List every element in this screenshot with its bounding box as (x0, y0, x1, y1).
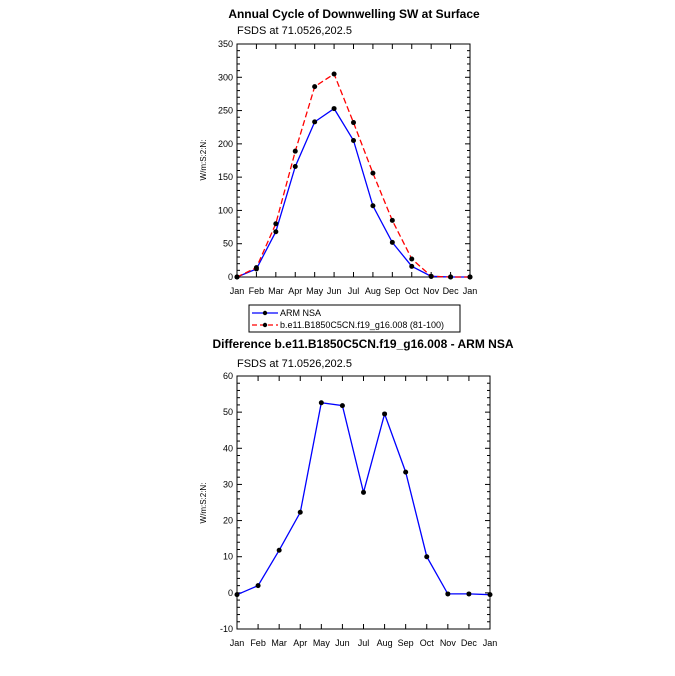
x-tick-label: Apr (293, 638, 307, 648)
y-axis-label: W/m:S:2:N: (199, 483, 208, 524)
x-tick-label: Jan (230, 286, 245, 296)
data-point-b-e11-b1850c5cn-f19-g16-008-81-100 (253, 265, 259, 271)
data-point-difference (276, 547, 282, 553)
data-point-b-e11-b1850c5cn-f19-g16-008-81-100 (351, 120, 356, 126)
data-point-difference (318, 400, 324, 406)
x-tick-label: Jun (327, 286, 342, 296)
data-point-b-e11-b1850c5cn-f19-g16-008-81-100 (370, 170, 376, 176)
data-point-difference (487, 592, 493, 598)
x-tick-label: May (313, 638, 331, 648)
series-line-arm-nsa (236, 107, 470, 278)
y-tick-label: -10 (220, 624, 233, 634)
y-tick-label: 60 (223, 371, 233, 381)
data-point-difference (297, 509, 303, 515)
x-tick-label: Jul (348, 286, 360, 296)
x-tick-label: Jan (483, 638, 498, 648)
y-tick-label: 100 (218, 205, 233, 215)
legend-label-model: b.e11.B1850C5CN.f19_g16.008 (81-100) (280, 320, 444, 330)
data-point-difference (382, 411, 388, 417)
data-point-b-e11-b1850c5cn-f19-g16-008-81-100 (467, 274, 473, 280)
data-point-b-e11-b1850c5cn-f19-g16-008-81-100 (292, 148, 298, 154)
y-tick-label: 300 (218, 72, 233, 82)
x-tick-label: Sep (384, 286, 400, 296)
x-tick-label: Oct (405, 286, 420, 296)
y-tick-label: 0 (228, 588, 233, 598)
data-point-arm-nsa (409, 263, 415, 269)
y-tick-label: 150 (218, 172, 233, 182)
y-tick-label: 250 (218, 106, 233, 116)
plot-area-top: 0 50 100 150 200 250 300 350 Jan Feb Mar Apr May Jun J… (218, 39, 477, 296)
y-tick-label: 40 (223, 443, 233, 453)
annual-cycle-chart: Annual Cycle of Downwelling SW at Surfac… (199, 7, 480, 333)
x-tick-label: Aug (377, 638, 393, 648)
x-tick-label: Oct (420, 638, 435, 648)
y-tick-label: 0 (228, 272, 233, 282)
data-point-difference (466, 591, 472, 597)
legend-label-arm: ARM NSA (280, 308, 321, 318)
x-tick-label: Nov (423, 286, 440, 296)
y-tick-label: 50 (223, 239, 233, 249)
data-point-difference (339, 403, 345, 409)
x-tick-label: Dec (443, 286, 460, 296)
y-tick-label: 50 (223, 407, 233, 417)
x-tick-label: Mar (268, 286, 284, 296)
legend-marker-arm (262, 310, 268, 316)
data-point-arm-nsa (292, 163, 298, 169)
difference-chart: Difference b.e11.B1850C5CN.f19_g16.008 -… (199, 337, 514, 648)
plot-frame (236, 43, 471, 278)
data-point-b-e11-b1850c5cn-f19-g16-008-81-100 (448, 274, 454, 280)
x-tick-label: Jan (230, 638, 245, 648)
x-tick-label: Nov (440, 638, 457, 648)
x-tick-label: Aug (365, 286, 381, 296)
x-tick-label: Apr (288, 286, 302, 296)
data-point-b-e11-b1850c5cn-f19-g16-008-81-100 (331, 71, 337, 77)
y-tick-label: 350 (218, 39, 233, 49)
y-axis-label: W/m:S:2:N: (199, 140, 208, 181)
data-point-arm-nsa (370, 203, 376, 209)
data-point-difference (445, 591, 451, 597)
x-tick-label: Jul (358, 638, 370, 648)
x-tick-label: Jan (463, 286, 478, 296)
x-tick-label: Jun (335, 638, 350, 648)
data-point-arm-nsa (389, 239, 395, 245)
data-point-b-e11-b1850c5cn-f19-g16-008-81-100 (389, 217, 395, 223)
plot-area-bottom: -10 0 10 20 30 40 50 60 Jan Feb Mar Apr May Jun Jul Aug… (220, 371, 497, 648)
chart-subtitle: FSDS at 71.0526,202.5 (237, 25, 352, 37)
chart-title: Difference b.e11.B1850C5CN.f19_g16.008 -… (212, 337, 513, 351)
x-tick-label: Sep (398, 638, 414, 648)
data-point-arm-nsa (331, 106, 337, 112)
data-point-b-e11-b1850c5cn-f19-g16-008-81-100 (312, 84, 318, 90)
data-point-difference (255, 583, 261, 589)
x-tick-label: Feb (250, 638, 266, 648)
y-tick-label: 10 (223, 552, 233, 562)
data-point-b-e11-b1850c5cn-f19-g16-008-81-100 (409, 256, 415, 262)
data-point-arm-nsa (351, 138, 356, 144)
data-point-b-e11-b1850c5cn-f19-g16-008-81-100 (234, 274, 240, 280)
x-tick-label: Feb (249, 286, 265, 296)
data-point-arm-nsa (312, 119, 318, 125)
data-point-b-e11-b1850c5cn-f19-g16-008-81-100 (273, 221, 279, 227)
x-tick-label: Mar (271, 638, 287, 648)
data-point-difference (361, 489, 366, 495)
y-tick-label: 30 (223, 479, 233, 489)
legend: ARM NSA b.e11.B1850C5CN.f19_g16.008 (81-… (248, 304, 461, 333)
data-point-b-e11-b1850c5cn-f19-g16-008-81-100 (428, 273, 434, 279)
y-tick-label: 200 (218, 139, 233, 149)
series-line-difference (236, 401, 491, 596)
series-line-b-e11-b1850c5cn-f19-g16-008-81-100 (236, 73, 470, 278)
legend-marker-model (262, 322, 268, 328)
data-point-arm-nsa (273, 229, 279, 235)
x-tick-label: Dec (461, 638, 478, 648)
legend-box (248, 304, 461, 333)
chart-subtitle: FSDS at 71.0526,202.5 (237, 358, 352, 370)
data-point-difference (403, 469, 409, 475)
data-point-difference (234, 592, 240, 598)
x-tick-label: May (306, 286, 324, 296)
data-point-difference (424, 554, 430, 560)
chart-title: Annual Cycle of Downwelling SW at Surfac… (228, 7, 480, 21)
plot-frame (236, 375, 491, 630)
y-tick-label: 20 (223, 516, 233, 526)
